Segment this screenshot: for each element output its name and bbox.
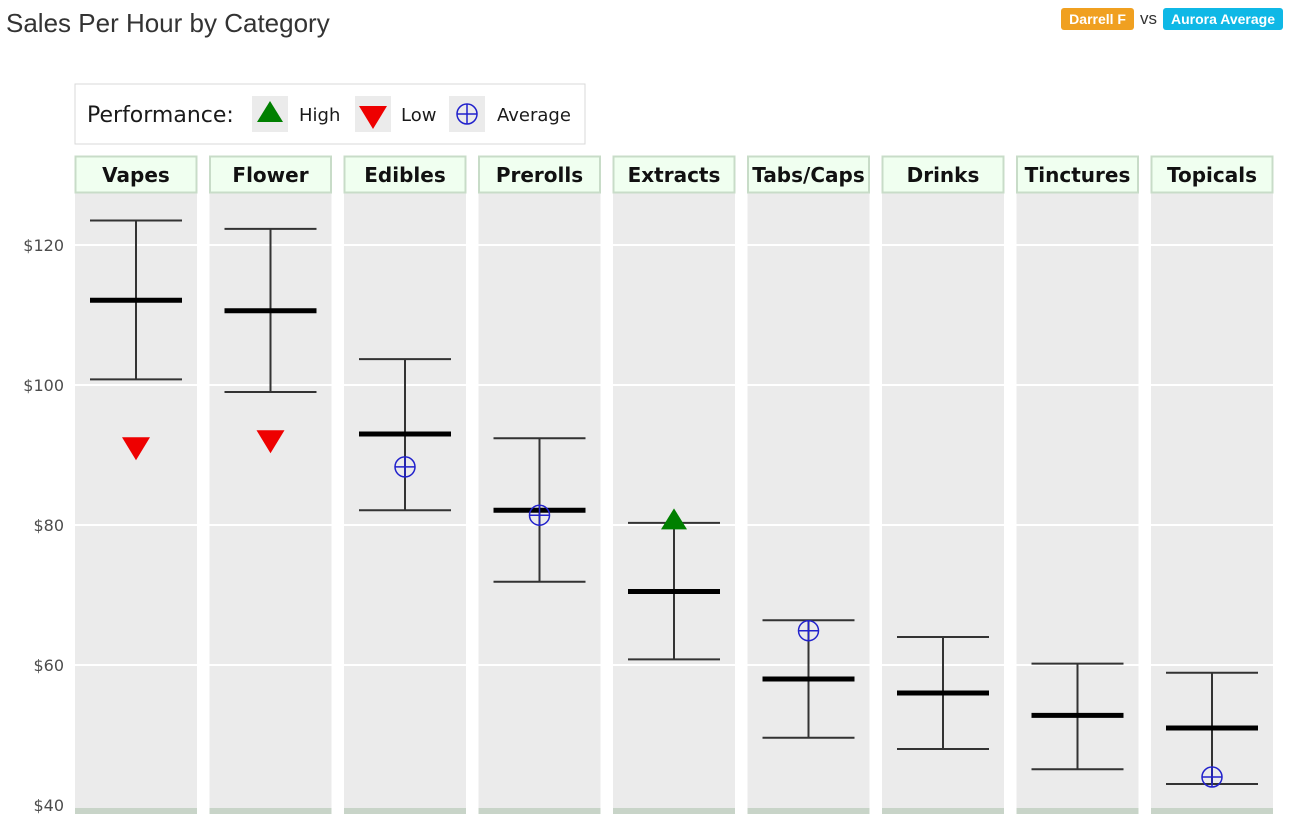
strip <box>1150 155 1274 194</box>
legend-label-high: High <box>299 105 340 126</box>
triangle-up-icon <box>257 101 283 122</box>
strip-label: Tinctures <box>1025 163 1131 187</box>
panel-bottom-edge <box>882 808 1004 814</box>
strip <box>478 155 601 194</box>
average-marker <box>1201 766 1223 788</box>
strip <box>881 155 1005 194</box>
strip-label: Extracts <box>628 163 721 187</box>
strip <box>74 155 198 194</box>
facet-panel-tabscaps: Tabs/Caps <box>747 155 870 814</box>
legend-box <box>74 83 586 145</box>
facet-panel-edibles: Edibles <box>343 155 467 814</box>
panel-bottom-edge <box>1151 808 1273 814</box>
facet-panel-tinctures: Tinctures <box>1016 155 1139 814</box>
comparison-header: Darrell F vs Aurora Average <box>1061 8 1283 30</box>
panel-background <box>613 192 735 812</box>
strip <box>209 155 332 194</box>
y-tick-label: $80 <box>33 516 64 535</box>
page-title: Sales Per Hour by Category <box>6 8 330 38</box>
low-marker <box>256 430 285 454</box>
panel-bottom-edge <box>344 808 466 814</box>
person-badge: Darrell F <box>1061 8 1134 30</box>
low-marker <box>122 437 150 461</box>
average-marker <box>394 456 416 478</box>
strip-label: Edibles <box>364 163 445 187</box>
legend-label-low: Low <box>401 105 436 126</box>
y-tick-label: $60 <box>33 656 64 675</box>
facet-panel-drinks: Drinks <box>881 155 1005 814</box>
vs-text: vs <box>1139 9 1157 28</box>
strip <box>612 155 736 194</box>
strip-label: Drinks <box>907 163 980 187</box>
strip-label: Vapes <box>102 163 170 187</box>
panel-bottom-edge <box>1016 808 1139 814</box>
y-tick-label: $100 <box>23 376 64 395</box>
strip-label: Topicals <box>1167 163 1257 187</box>
facet-panel-vapes: Vapes <box>74 155 198 814</box>
panel-bottom-edge <box>75 808 197 814</box>
facet-panel-extracts: Extracts <box>612 155 736 814</box>
strip-label: Tabs/Caps <box>752 163 864 187</box>
strip-label: Prerolls <box>496 163 583 187</box>
strip-label: Flower <box>232 163 308 187</box>
legend-label-average: Average <box>497 105 571 126</box>
strip <box>747 155 870 194</box>
facet-panel-prerolls: Prerolls <box>478 155 601 814</box>
average-marker <box>797 619 820 642</box>
high-marker <box>661 508 687 530</box>
facet-panel-flower: Flower <box>209 155 332 814</box>
legend: Performance: High Low Average <box>74 83 586 145</box>
triangle-down-icon <box>359 106 387 129</box>
y-tick-label: $120 <box>23 236 64 255</box>
average-marker <box>528 504 551 526</box>
strip <box>1016 155 1139 194</box>
panel-bottom-edge <box>209 808 332 814</box>
panel-bottom-edge <box>478 808 601 814</box>
legend-title: Performance: <box>87 103 234 128</box>
panel-bottom-edge <box>747 808 870 814</box>
average-badge: Aurora Average <box>1162 8 1283 30</box>
facet-panel-topicals: Topicals <box>1150 155 1274 814</box>
strip <box>343 155 467 194</box>
circle-plus-icon <box>456 103 478 125</box>
y-tick-label: $40 <box>33 796 64 815</box>
panel-bottom-edge <box>613 808 735 814</box>
